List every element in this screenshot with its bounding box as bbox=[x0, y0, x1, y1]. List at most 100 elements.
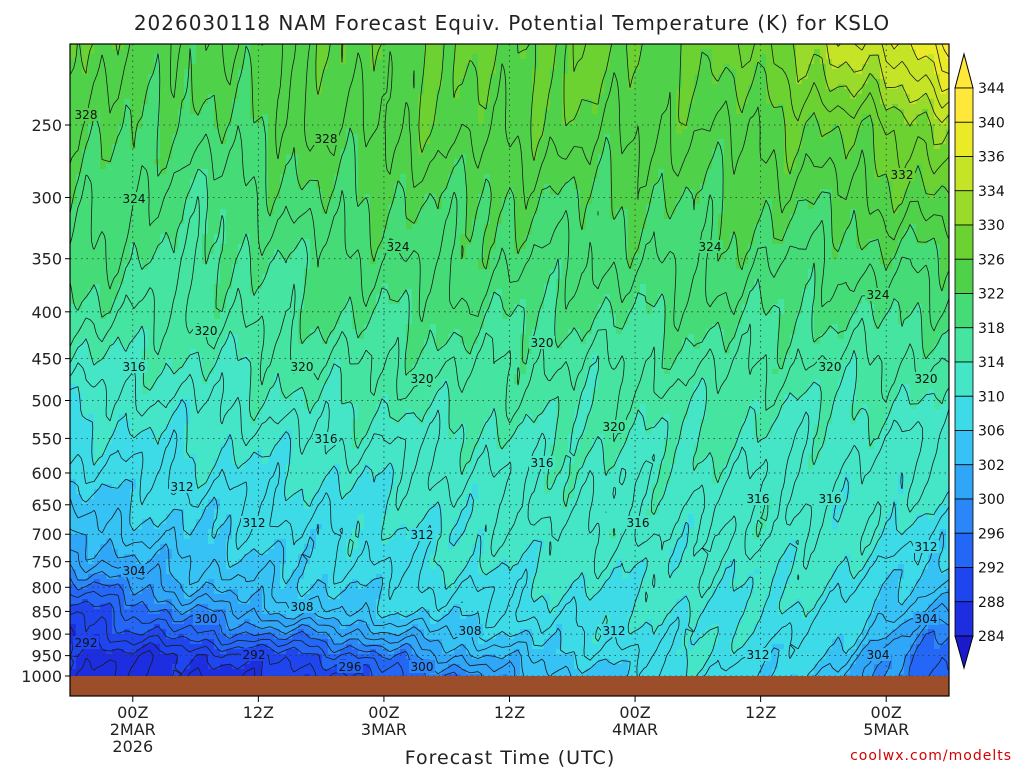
field-cell bbox=[154, 184, 161, 190]
field-cell bbox=[202, 584, 209, 590]
field-cell bbox=[70, 404, 77, 410]
field-cell bbox=[124, 469, 131, 475]
field-cell bbox=[118, 239, 125, 245]
field-cell bbox=[130, 499, 137, 505]
field-cell bbox=[160, 269, 167, 275]
field-cell bbox=[268, 84, 275, 90]
field-cell bbox=[160, 674, 167, 676]
field-cell bbox=[238, 199, 245, 205]
field-cell bbox=[160, 494, 167, 500]
field-cell bbox=[220, 489, 227, 495]
field-cell bbox=[70, 554, 77, 560]
field-cell bbox=[286, 189, 293, 195]
field-cell bbox=[88, 69, 95, 75]
field-cell bbox=[226, 89, 233, 95]
field-cell bbox=[262, 199, 269, 205]
field-cell bbox=[70, 399, 77, 405]
field-cell bbox=[202, 639, 209, 645]
field-cell bbox=[238, 234, 245, 240]
field-cell bbox=[262, 644, 269, 650]
field-cell bbox=[220, 484, 227, 490]
field-cell bbox=[208, 264, 215, 270]
field-cell bbox=[112, 469, 119, 475]
field-cell bbox=[178, 629, 185, 635]
field-cell bbox=[244, 494, 251, 500]
field-cell bbox=[232, 544, 239, 550]
field-cell bbox=[82, 419, 89, 425]
field-cell bbox=[136, 64, 143, 70]
field-cell bbox=[124, 179, 131, 185]
field-cell bbox=[154, 334, 161, 340]
field-cell bbox=[190, 44, 197, 50]
field-cell bbox=[202, 264, 209, 270]
field-cell bbox=[268, 144, 275, 150]
field-cell bbox=[88, 174, 95, 180]
field-cell bbox=[70, 244, 77, 250]
field-cell bbox=[202, 469, 209, 475]
field-cell bbox=[76, 94, 83, 100]
field-cell bbox=[82, 314, 89, 320]
field-cell bbox=[208, 244, 215, 250]
field-cell bbox=[118, 404, 125, 410]
field-cell bbox=[166, 164, 173, 170]
field-cell bbox=[256, 234, 263, 240]
field-cell bbox=[298, 64, 305, 70]
field-cell bbox=[184, 89, 191, 95]
field-cell bbox=[172, 654, 179, 660]
field-cell bbox=[280, 404, 287, 410]
field-cell bbox=[238, 379, 245, 385]
field-cell bbox=[190, 114, 197, 120]
field-cell bbox=[148, 559, 155, 565]
field-cell bbox=[124, 74, 131, 80]
field-cell bbox=[286, 519, 293, 525]
field-cell bbox=[250, 394, 257, 400]
field-cell bbox=[274, 314, 281, 320]
field-cell bbox=[172, 64, 179, 70]
field-cell bbox=[148, 124, 155, 130]
field-cell bbox=[274, 349, 281, 355]
field-cell bbox=[94, 429, 101, 435]
field-cell bbox=[250, 609, 257, 615]
field-cell bbox=[112, 289, 119, 295]
field-cell bbox=[94, 254, 101, 260]
field-cell bbox=[130, 264, 137, 270]
field-cell bbox=[94, 104, 101, 110]
field-cell bbox=[172, 464, 179, 470]
field-cell bbox=[136, 124, 143, 130]
field-cell bbox=[226, 279, 233, 285]
field-cell bbox=[148, 174, 155, 180]
field-cell bbox=[130, 89, 137, 95]
field-cell bbox=[172, 669, 179, 675]
field-cell bbox=[148, 464, 155, 470]
field-cell bbox=[178, 134, 185, 140]
field-cell bbox=[118, 484, 125, 490]
field-cell bbox=[286, 129, 293, 135]
field-cell bbox=[172, 419, 179, 425]
field-cell bbox=[106, 509, 113, 515]
field-cell bbox=[190, 184, 197, 190]
field-cell bbox=[106, 589, 113, 595]
field-cell bbox=[148, 254, 155, 260]
field-cell bbox=[124, 434, 131, 440]
field-cell bbox=[196, 489, 203, 495]
field-cell bbox=[166, 74, 173, 80]
field-cell bbox=[160, 364, 167, 370]
field-cell bbox=[214, 564, 221, 570]
field-cell bbox=[232, 284, 239, 290]
field-cell bbox=[202, 194, 209, 200]
field-cell bbox=[88, 384, 95, 390]
field-cell bbox=[130, 224, 137, 230]
field-cell bbox=[82, 134, 89, 140]
field-cell bbox=[286, 429, 293, 435]
field-cell bbox=[184, 139, 191, 145]
field-cell bbox=[178, 474, 185, 480]
field-cell bbox=[280, 194, 287, 200]
field-cell bbox=[184, 574, 191, 580]
field-cell bbox=[118, 559, 125, 565]
field-cell bbox=[202, 514, 209, 520]
field-cell bbox=[286, 164, 293, 170]
field-cell bbox=[154, 469, 161, 475]
field-cell bbox=[202, 559, 209, 565]
field-cell bbox=[202, 494, 209, 500]
